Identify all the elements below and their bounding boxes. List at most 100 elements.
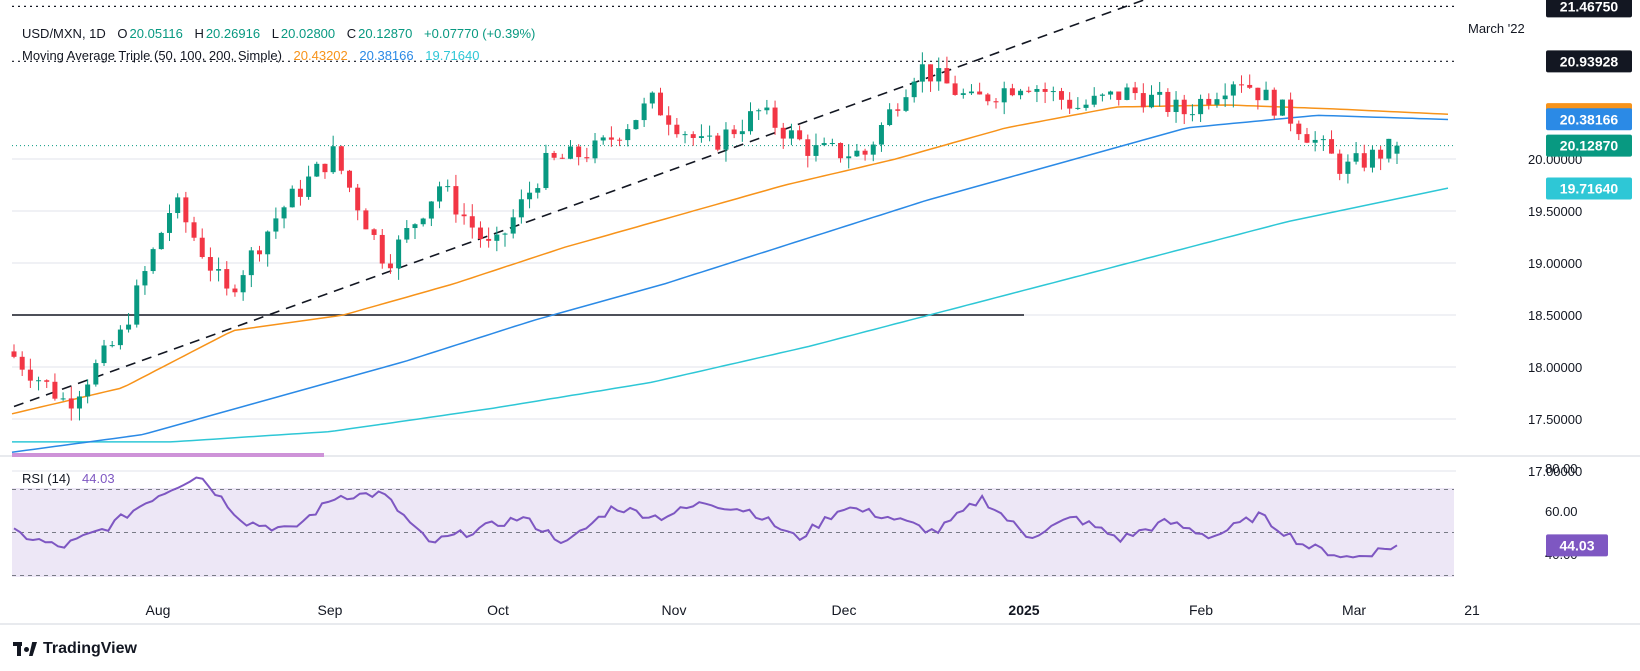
candle — [396, 235, 402, 280]
candle — [797, 125, 803, 141]
candle — [1288, 92, 1294, 132]
candle — [862, 148, 868, 161]
candle — [895, 103, 901, 117]
candle — [985, 92, 991, 106]
candle — [322, 163, 328, 179]
candle — [1173, 91, 1179, 123]
candle — [977, 82, 983, 95]
candle — [641, 97, 647, 127]
candle — [85, 379, 91, 404]
candle — [1255, 87, 1261, 110]
candle — [216, 257, 222, 282]
candle — [502, 232, 508, 247]
rsi-value: 44.03 — [82, 471, 115, 486]
candle — [535, 183, 541, 199]
candle — [1018, 88, 1024, 100]
candle — [297, 179, 303, 206]
candle — [1369, 145, 1375, 173]
candle — [739, 119, 745, 142]
candle — [428, 201, 434, 227]
candle — [1378, 145, 1384, 171]
price-badge: 19.71640 — [1546, 177, 1632, 200]
time-tick-label: 2025 — [1008, 602, 1039, 618]
candle — [993, 98, 999, 109]
tradingview-logo[interactable]: TradingView — [13, 640, 137, 658]
time-tick-label: Sep — [318, 602, 343, 618]
candle — [1099, 93, 1105, 102]
price-tick-label: 19.00000 — [1528, 256, 1582, 271]
candle — [527, 181, 533, 209]
svg-text:44.03: 44.03 — [1559, 537, 1594, 553]
candle — [1189, 104, 1195, 122]
svg-text:20.93928: 20.93928 — [1560, 53, 1619, 69]
candle — [1263, 81, 1269, 101]
trendline[interactable] — [13, 0, 1150, 408]
candle — [715, 132, 721, 152]
candle — [1042, 82, 1048, 104]
candle — [265, 230, 271, 267]
price-tick-label: 18.50000 — [1528, 308, 1582, 323]
svg-text:19.71640: 19.71640 — [1560, 180, 1619, 196]
time-tick-label: Feb — [1189, 602, 1213, 618]
rsi-label: RSI (14) — [22, 471, 71, 486]
candle — [248, 247, 254, 288]
candle — [617, 137, 623, 147]
candle — [257, 245, 263, 262]
candle — [887, 103, 893, 127]
candle — [854, 143, 860, 158]
price-axis[interactable]: 20.0000019.5000019.0000018.5000018.00000… — [1528, 0, 1632, 479]
candle — [134, 279, 140, 328]
candle — [27, 358, 33, 388]
candle — [232, 284, 238, 297]
candle — [723, 122, 729, 162]
candle — [486, 227, 492, 248]
candle — [289, 185, 295, 208]
ma100-value: 20.38166 — [359, 48, 414, 63]
time-axis[interactable]: Aug Sep Oct Nov Dec 2025 Feb Mar 21 — [146, 602, 1480, 618]
candle — [1304, 127, 1310, 144]
candle — [1067, 92, 1073, 114]
candle — [1091, 87, 1097, 108]
candle — [371, 228, 377, 240]
candle — [870, 141, 876, 162]
candle — [52, 373, 58, 401]
candle — [1271, 87, 1277, 120]
time-tick-label: 21 — [1464, 602, 1480, 618]
price-tick-label: 17.50000 — [1528, 412, 1582, 427]
candle — [1075, 97, 1081, 110]
candle — [1108, 90, 1114, 100]
candle — [584, 147, 590, 163]
range-marker — [12, 453, 324, 457]
candle — [846, 144, 852, 169]
candle — [592, 132, 598, 164]
candle — [175, 193, 181, 219]
low-value: 20.02800 — [280, 26, 336, 41]
candle — [347, 169, 353, 193]
candle — [494, 226, 500, 252]
candle — [1337, 149, 1343, 181]
candle — [1312, 131, 1318, 152]
candle — [919, 52, 925, 93]
candle — [1165, 88, 1171, 117]
candle — [191, 216, 197, 242]
candle — [968, 84, 974, 96]
candle — [1001, 81, 1007, 115]
price-badge: 21.46750 — [1546, 0, 1632, 18]
candle — [314, 161, 320, 177]
candle — [461, 203, 467, 225]
open-value: 20.05116 — [129, 26, 183, 41]
candle — [821, 137, 827, 147]
candlestick-series — [11, 52, 1400, 421]
candle — [698, 124, 704, 143]
time-tick-label: Nov — [662, 602, 687, 618]
time-tick-label: Oct — [487, 602, 509, 618]
candle — [1361, 144, 1367, 172]
candle — [224, 261, 230, 296]
candle — [829, 138, 835, 147]
candle — [1148, 85, 1154, 109]
rsi-tick-label: 60.00 — [1545, 504, 1578, 519]
candle — [355, 183, 361, 221]
candle — [576, 144, 582, 166]
